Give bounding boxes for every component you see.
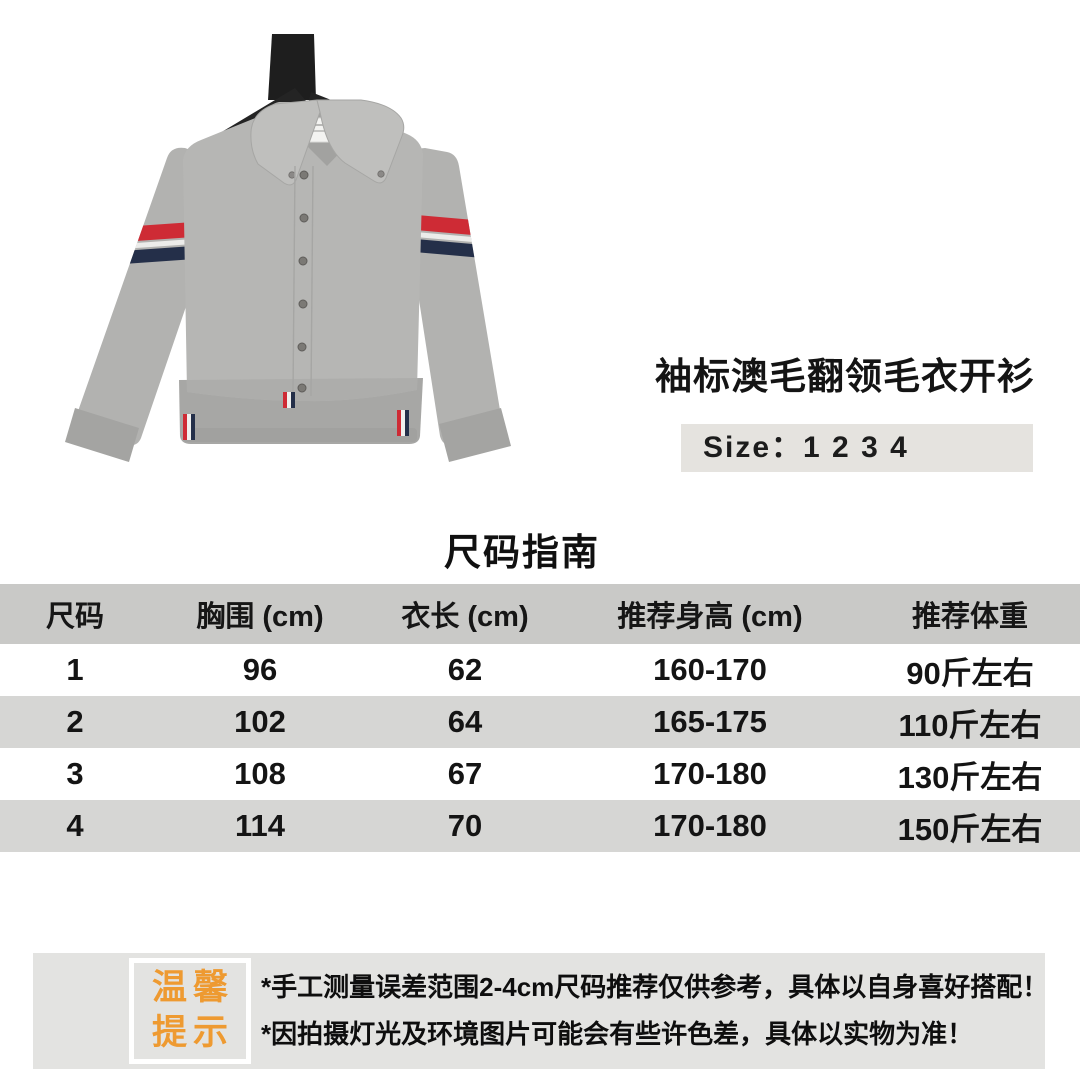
header-cell-size: 尺码 — [45, 601, 104, 633]
header-cell-weight: 推荐体重 — [911, 601, 1028, 633]
table-cell: 96 — [242, 652, 278, 687]
table-cell: 170-180 — [653, 756, 767, 791]
header-cell-height: 推荐身高 (cm) — [617, 601, 803, 633]
size-guide-heading: 尺码指南 — [444, 532, 600, 573]
table-cell: 114 — [234, 808, 285, 843]
table-row: 3 108 67 170-180 130斤左右 — [0, 748, 1080, 800]
left-cuff — [65, 408, 139, 462]
table-cell: 170-180 — [653, 808, 767, 843]
size-table: 尺码 胸围 (cm) 衣长 (cm) 推荐身高 (cm) 推荐体重 1 96 6… — [0, 584, 1080, 852]
table-row: 2 102 64 165-175 110斤左右 — [0, 696, 1080, 748]
table-cell: 64 — [447, 704, 483, 739]
table-cell: 102 — [234, 704, 286, 739]
table-cell: 160-170 — [653, 652, 767, 687]
button-placket — [292, 165, 314, 397]
tricolor-trim-right — [397, 410, 409, 436]
table-cell: 70 — [447, 808, 483, 843]
tricolor-trim-center — [283, 392, 295, 408]
table-cell: 90斤左右 — [906, 655, 1034, 691]
table-cell: 150斤左右 — [897, 811, 1043, 847]
table-cell: 2 — [66, 704, 84, 739]
tips-badge-line2: 提示 — [151, 1013, 234, 1052]
tip-note-color: *因拍摄灯光及环境图片可能会有些许色差，具体以实物为准！ — [261, 1019, 974, 1049]
tip-note-measurement: *手工测量误差范围2-4cm尺码推荐仅供参考，具体以自身喜好搭配！ — [261, 972, 1049, 1002]
size-options-box: Size：1 2 3 4 — [681, 424, 1033, 472]
header-cell-chest: 胸围 (cm) — [196, 601, 324, 633]
tips-badge: 温馨 提示 — [129, 958, 251, 1064]
product-photo — [55, 0, 565, 490]
table-cell: 67 — [447, 756, 483, 791]
collar-button-right — [377, 170, 385, 178]
size-options-label: Size：1 2 3 4 — [703, 431, 909, 464]
table-cell: 4 — [66, 808, 84, 843]
table-cell: 1 — [66, 652, 84, 687]
table-row: 1 96 62 160-170 90斤左右 — [0, 644, 1080, 696]
tips-badge-line1: 温馨 — [151, 968, 234, 1007]
tricolor-trim-left — [183, 414, 195, 440]
header-cell-length: 衣长 (cm) — [401, 601, 529, 633]
table-cell: 62 — [447, 652, 483, 687]
collar — [250, 99, 405, 186]
product-title: 袖标澳毛翻领毛衣开衫 — [655, 356, 1035, 397]
product-image-cardigan — [65, 34, 511, 462]
table-cell: 108 — [234, 756, 286, 791]
tips-notes: *手工测量误差范围2-4cm尺码推荐仅供参考，具体以自身喜好搭配！ *因拍摄灯光… — [261, 964, 1048, 1058]
table-cell: 3 — [66, 756, 84, 791]
right-cuff — [439, 408, 511, 462]
tips-section: 温馨 提示 *手工测量误差范围2-4cm尺码推荐仅供参考，具体以自身喜好搭配！ … — [33, 953, 1048, 1069]
table-cell: 130斤左右 — [897, 759, 1043, 795]
size-table-header-row: 尺码 胸围 (cm) 衣长 (cm) 推荐身高 (cm) 推荐体重 — [0, 584, 1080, 644]
table-row: 4 114 70 170-180 150斤左右 — [0, 800, 1080, 852]
table-cell: 165-175 — [653, 704, 767, 739]
table-cell: 110斤左右 — [898, 707, 1042, 743]
